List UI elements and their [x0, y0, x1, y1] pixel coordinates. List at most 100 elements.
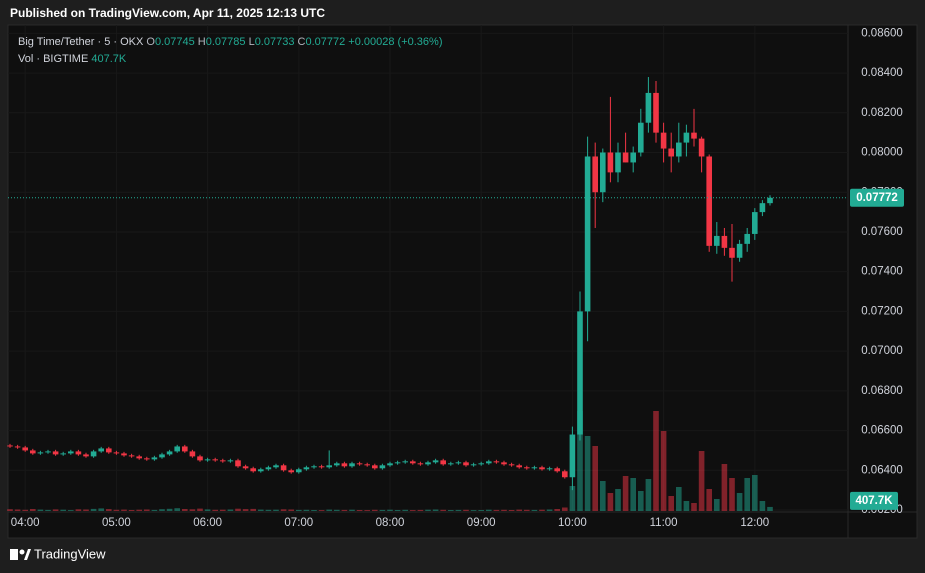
- candle-body: [52, 451, 59, 455]
- volume-bar: [531, 509, 538, 511]
- volume-bar: [326, 509, 332, 511]
- candle-body: [638, 122, 644, 153]
- close-value: 0.07772: [305, 36, 345, 48]
- candle-body: [531, 467, 538, 469]
- volume-bar: [638, 491, 644, 511]
- volume-bar: [189, 509, 196, 511]
- candle-body: [478, 463, 484, 465]
- candle-body: [60, 453, 66, 455]
- x-tick-label: 12:00: [740, 517, 769, 529]
- candle-body: [151, 457, 158, 460]
- volume-bar: [562, 507, 568, 511]
- high-label: H: [198, 36, 206, 48]
- volume-bar: [212, 509, 218, 511]
- volume-bar: [98, 508, 104, 511]
- volume-bar: [288, 509, 294, 511]
- volume-bar: [121, 509, 127, 511]
- brand-logo: [10, 549, 31, 560]
- volume-bar: [45, 509, 51, 511]
- volume-title: Vol · BIGTIME: [18, 53, 88, 65]
- volume-bar: [653, 411, 659, 511]
- price-label: 0.07772: [856, 192, 898, 204]
- candle-body: [174, 446, 180, 452]
- volume-bar: [204, 509, 211, 511]
- volume-bar: [113, 509, 120, 511]
- volume-bar: [60, 509, 66, 511]
- volume-bar: [30, 509, 36, 511]
- candle-body: [569, 434, 576, 478]
- candle-body: [759, 203, 766, 213]
- volume-bar: [128, 510, 135, 511]
- volume-bar: [410, 510, 416, 511]
- candle-body: [676, 142, 682, 157]
- candle-body: [250, 468, 256, 472]
- volume-bar: [524, 509, 530, 511]
- y-tick-label: 0.07600: [861, 226, 903, 238]
- open-label: O: [146, 36, 155, 48]
- candle-body: [683, 132, 690, 143]
- volume-bar: [448, 510, 454, 511]
- volume-bar: [501, 509, 507, 511]
- high-value: 0.07785: [206, 36, 246, 48]
- volume-bar: [68, 510, 74, 511]
- candle-body: [493, 461, 500, 463]
- candle-body: [714, 235, 720, 246]
- candle-body: [356, 463, 363, 465]
- candle-body: [615, 152, 621, 173]
- candle-body: [736, 243, 743, 258]
- volume-bar: [220, 509, 226, 511]
- candle-body: [455, 462, 462, 464]
- volume-bar: [706, 489, 712, 511]
- volume-bar: [539, 509, 545, 511]
- candle-body: [463, 462, 469, 466]
- volume-bar: [615, 489, 621, 511]
- candle-body: [220, 460, 226, 462]
- x-tick-label: 04:00: [11, 517, 40, 529]
- x-tick-label: 08:00: [376, 517, 405, 529]
- chart-panel: [7, 24, 918, 539]
- candle-body: [562, 471, 568, 478]
- candle-body: [767, 197, 773, 204]
- candle-body: [364, 464, 370, 466]
- candle-body: [524, 467, 530, 469]
- candle-body: [136, 456, 142, 459]
- candle-body: [501, 462, 507, 465]
- legend-ohlc: Big Time/Tether · 5 · OKX O0.07745 H0.07…: [18, 36, 442, 48]
- volume-bar: [714, 499, 720, 511]
- volume-value: 407.7K: [91, 53, 127, 65]
- volume-bar: [90, 508, 97, 511]
- volume-bar: [280, 509, 287, 511]
- candle-body: [698, 138, 705, 157]
- candle-body: [235, 460, 241, 467]
- candle-body: [98, 448, 104, 452]
- candle-body: [508, 464, 515, 466]
- candle-body: [584, 156, 591, 312]
- candle-body: [311, 466, 317, 468]
- candle-body: [577, 311, 583, 435]
- volume-bar: [311, 510, 317, 511]
- volume-bar: [691, 503, 697, 511]
- x-tick-label: 05:00: [102, 517, 131, 529]
- change: +0.00028 (+0.36%): [348, 36, 442, 48]
- candle-body: [121, 453, 127, 456]
- candle-body: [22, 447, 28, 451]
- volume-bar: [144, 509, 150, 511]
- candle-body: [516, 465, 522, 468]
- brand: TradingView: [34, 546, 106, 561]
- candle-body: [630, 152, 636, 163]
- volume-bar: [417, 509, 424, 511]
- candle-body: [182, 446, 188, 452]
- volume-bar: [721, 464, 728, 511]
- volume-bar: [759, 501, 766, 511]
- volume-bar: [736, 493, 743, 511]
- candle-body: [752, 212, 758, 234]
- candle-body: [691, 132, 697, 139]
- candle-body: [37, 452, 44, 454]
- volume-bar: [166, 508, 173, 511]
- volume-bar: [470, 510, 477, 511]
- candle-body: [75, 451, 82, 455]
- close-label: C: [298, 36, 306, 48]
- candle-body: [372, 465, 378, 469]
- volume-bar: [463, 509, 469, 511]
- volume-bar: [584, 436, 591, 511]
